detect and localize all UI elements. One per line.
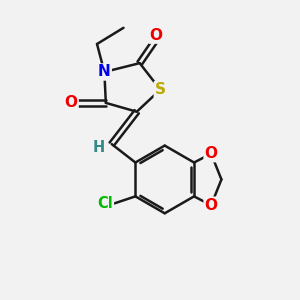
Text: O: O — [205, 146, 218, 161]
Text: O: O — [64, 95, 78, 110]
Text: O: O — [149, 28, 162, 43]
Text: N: N — [98, 64, 111, 80]
Text: S: S — [155, 82, 166, 97]
Text: Cl: Cl — [97, 196, 113, 211]
Text: O: O — [205, 198, 218, 213]
Text: H: H — [92, 140, 105, 154]
